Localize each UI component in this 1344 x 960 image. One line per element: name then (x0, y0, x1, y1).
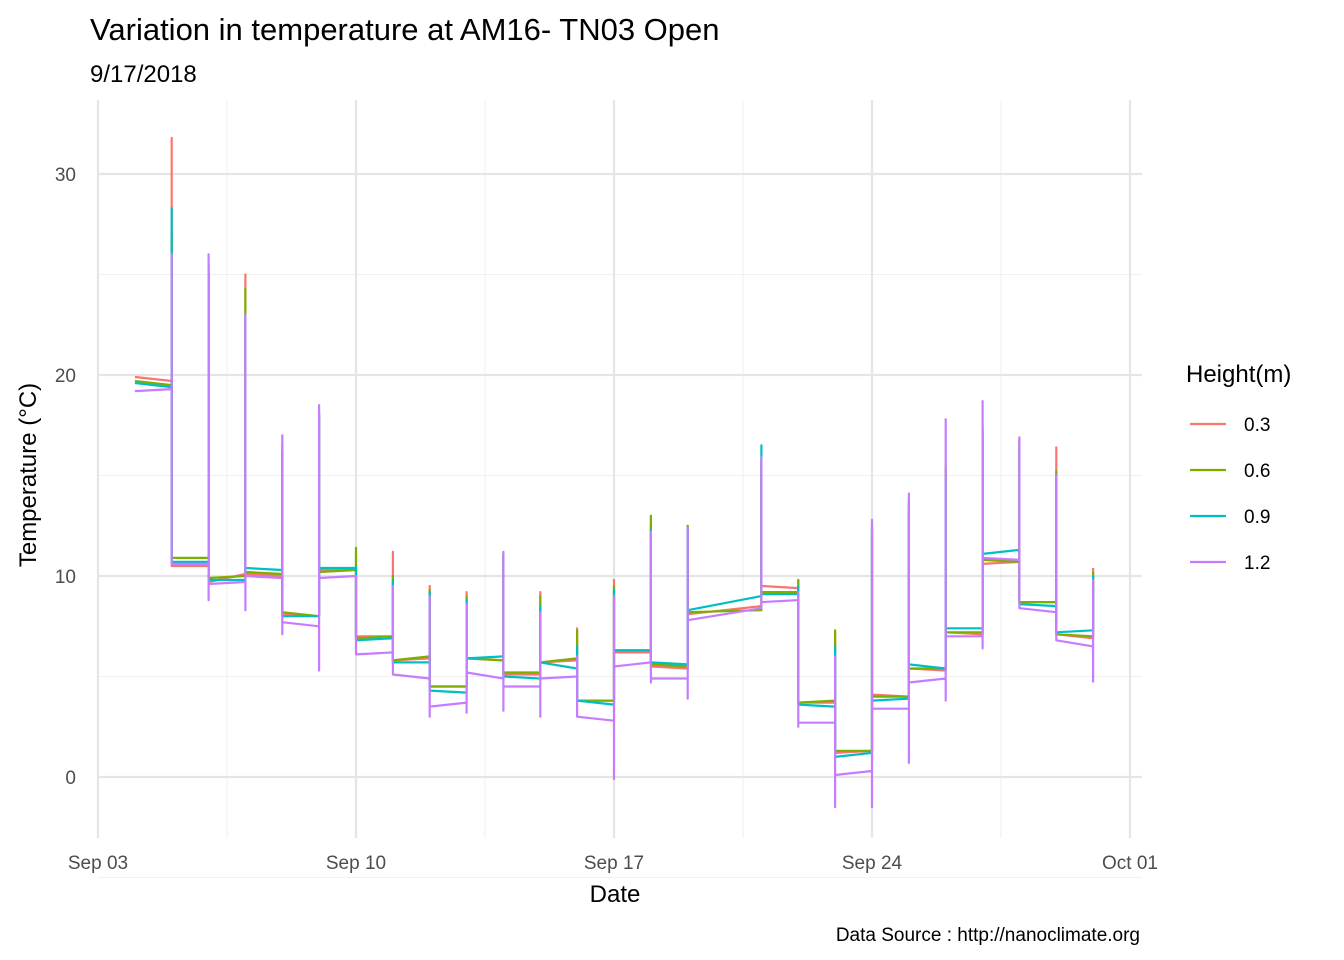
chart-title: Variation in temperature at AM16- TN03 O… (90, 12, 720, 47)
x-tick-label: Sep 03 (68, 853, 128, 874)
y-axis-title: Temperature (°C) (15, 383, 42, 567)
y-tick-label: 30 (55, 165, 76, 186)
y-tick-label: 0 (65, 768, 76, 789)
y-tick-label: 10 (55, 567, 76, 588)
chart-subtitle: 9/17/2018 (90, 61, 197, 88)
x-tick-label: Sep 24 (842, 853, 903, 874)
series-layer (134, 136, 1095, 809)
data-source-caption: Data Source : http://nanoclimate.org (836, 925, 1140, 946)
legend-title: Height(m) (1186, 361, 1291, 388)
series-line-1-2 (134, 253, 1095, 809)
x-axis-ticks: Sep 03 Sep 10 Sep 17 Sep 24 Oct 01 (68, 853, 1158, 874)
y-axis-ticks: 0 10 20 30 (55, 165, 76, 789)
legend-label: 0.6 (1244, 461, 1270, 482)
x-axis-title: Date (590, 881, 641, 908)
x-tick-label: Oct 01 (1102, 853, 1158, 874)
legend-label: 1.2 (1244, 553, 1270, 574)
x-tick-label: Sep 17 (584, 853, 644, 874)
x-tick-label: Sep 10 (326, 853, 386, 874)
legend: Height(m) 0.3 0.6 0.9 1.2 (1186, 361, 1291, 574)
y-tick-label: 20 (55, 366, 76, 387)
grid-lines (96, 100, 1142, 879)
legend-label: 0.9 (1244, 507, 1270, 528)
legend-label: 0.3 (1244, 415, 1270, 436)
